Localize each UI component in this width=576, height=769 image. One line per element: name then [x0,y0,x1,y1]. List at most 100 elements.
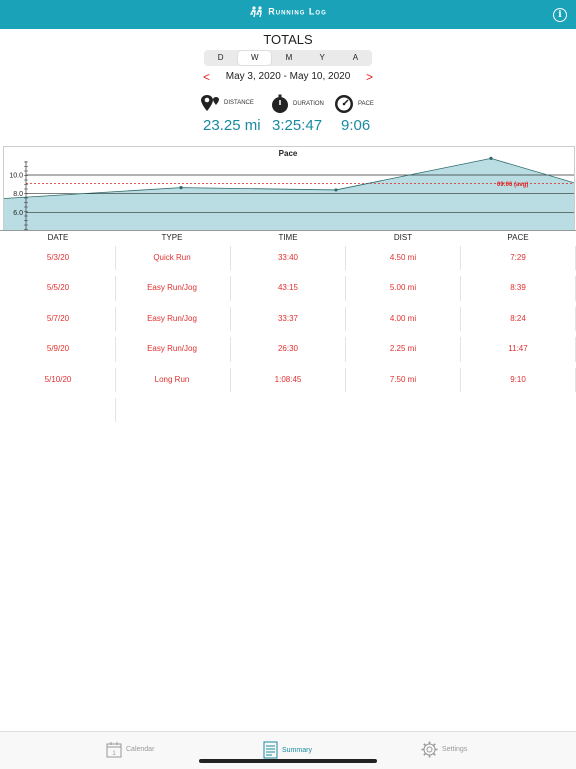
column-divider [345,337,346,362]
cell-time: 26:30 [277,344,299,354]
cell-type: Easy Run/Jog [147,344,197,354]
tab-calendar-label: Calendar [126,746,155,753]
home-indicator [199,759,377,763]
table-row[interactable]: 5/3/20 Quick Run 33:40 4.50 mi 7:29 [0,243,576,273]
column-divider [460,246,461,271]
data-point [489,156,493,160]
table-row[interactable]: 5/7/20 Easy Run/Jog 33:37 4.00 mi 8:24 [0,304,576,334]
cell-dist: 4.50 mi [389,253,417,262]
cell-date: 5/7/20 [46,313,70,323]
cell-time: 43:15 [277,283,299,293]
pace-chart: 09:06 (avg) 10.0 8.0 6.0 [3,146,575,231]
column-header-date[interactable]: DATE [47,233,69,242]
date-navigator: < May 3, 2020 - May 10, 2020 > [0,70,576,84]
tab-summary[interactable]: Summary [263,741,312,759]
pace-label: PACE [358,101,374,107]
date-range-label: May 3, 2020 - May 10, 2020 [225,71,351,82]
duration-label: DURATION [293,101,324,107]
column-divider [230,337,231,362]
column-divider [345,367,346,392]
period-d-button[interactable]: D [217,53,224,62]
column-divider [460,367,461,392]
data-point [179,186,183,190]
period-m-button[interactable]: M [285,53,293,62]
column-divider [345,306,346,332]
cell-pace: 11:47 [508,344,528,354]
cell-date: 5/10/20 [44,374,72,384]
cell-type: Long Run [154,374,190,384]
column-divider [115,276,116,301]
cell-time: 33:37 [277,313,299,323]
column-divider [230,276,231,301]
cell-dist: 5.00 mi [389,283,417,293]
column-header-dist[interactable]: DIST [393,233,413,242]
calendar-icon-day: 1 [112,751,116,757]
table-row[interactable]: 5/10/20 Long Run 1:08:45 7.50 mi 9:10 [0,365,576,395]
tab-settings[interactable]: Settings [421,741,467,758]
pace-header: PACE [334,94,374,114]
distance-value: 23.25 mi [203,117,261,134]
cell-type: Quick Run [153,253,191,262]
duration-value: 3:25:47 [272,117,323,134]
column-header-type[interactable]: TYPE [161,233,183,242]
column-header-pace[interactable]: PACE [507,233,529,242]
column-divider [460,306,461,332]
column-divider [345,276,346,301]
column-header-time[interactable]: TIME [278,233,298,242]
pace-value: 9:06 [341,117,371,134]
cell-type: Easy Run/Jog [147,283,197,293]
period-y-button[interactable]: Y [319,53,325,62]
stopwatch-icon [272,94,288,113]
column-divider [230,306,231,332]
cell-dist: 2.25 mi [389,344,417,354]
table-row[interactable]: 5/9/20 Easy Run/Jog 26:30 2.25 mi 11:47 [0,334,576,364]
speedometer-icon [335,95,353,113]
y-tick-label: 10.0 [9,173,23,180]
period-w-button[interactable]: W [238,51,272,65]
period-a-button[interactable]: A [352,53,359,62]
tab-summary-label: Summary [282,746,312,754]
tab-calendar[interactable]: 1 Calendar [106,741,154,758]
next-period-button[interactable]: > [366,70,374,84]
cell-time: 1:08:45 [274,374,302,384]
table-header: DATE TYPE TIME DIST PACE [0,230,576,244]
column-divider [115,398,116,422]
y-tick-label: 6.0 [13,210,23,217]
calendar-icon: 1 [106,742,122,758]
cell-pace: 8:24 [510,313,526,323]
info-icon[interactable]: i [553,8,567,22]
pace-area [4,158,574,231]
cell-date: 5/3/20 [46,253,70,262]
cell-pace: 7:29 [510,253,526,262]
cell-dist: 7.50 mi [389,374,417,384]
top-bar: Running Log i [0,0,576,29]
column-divider [115,306,116,332]
column-divider [115,367,116,392]
cell-pace: 8:39 [510,283,526,293]
data-point [334,188,338,192]
pace-chart-plot: 09:06 (avg) 10.0 8.0 6.0 [4,156,574,231]
column-divider [460,276,461,301]
column-divider [115,337,116,362]
column-divider [230,367,231,392]
column-divider [115,246,116,271]
map-pin-icon [201,95,219,111]
table-row[interactable]: 5/5/20 Easy Run/Jog 43:15 5.00 mi 8:39 [0,273,576,303]
gear-icon [421,741,438,758]
totals-title: TOTALS [263,32,313,47]
cell-date: 5/9/20 [46,344,70,354]
column-divider [460,337,461,362]
chart-title: Pace [278,149,298,158]
cell-pace: 9:10 [510,374,526,384]
y-tick-label: 8.0 [13,191,23,198]
previous-period-button[interactable]: < [203,70,211,84]
app-logo-text: Running Log [268,6,327,17]
distance-label: DISTANCE [224,100,254,106]
cell-time: 33:40 [277,253,299,262]
average-label: 09:06 (avg) [497,182,528,188]
column-divider [230,246,231,271]
column-divider [345,246,346,271]
document-icon [263,741,278,759]
app-logo: Running Log [0,6,576,18]
